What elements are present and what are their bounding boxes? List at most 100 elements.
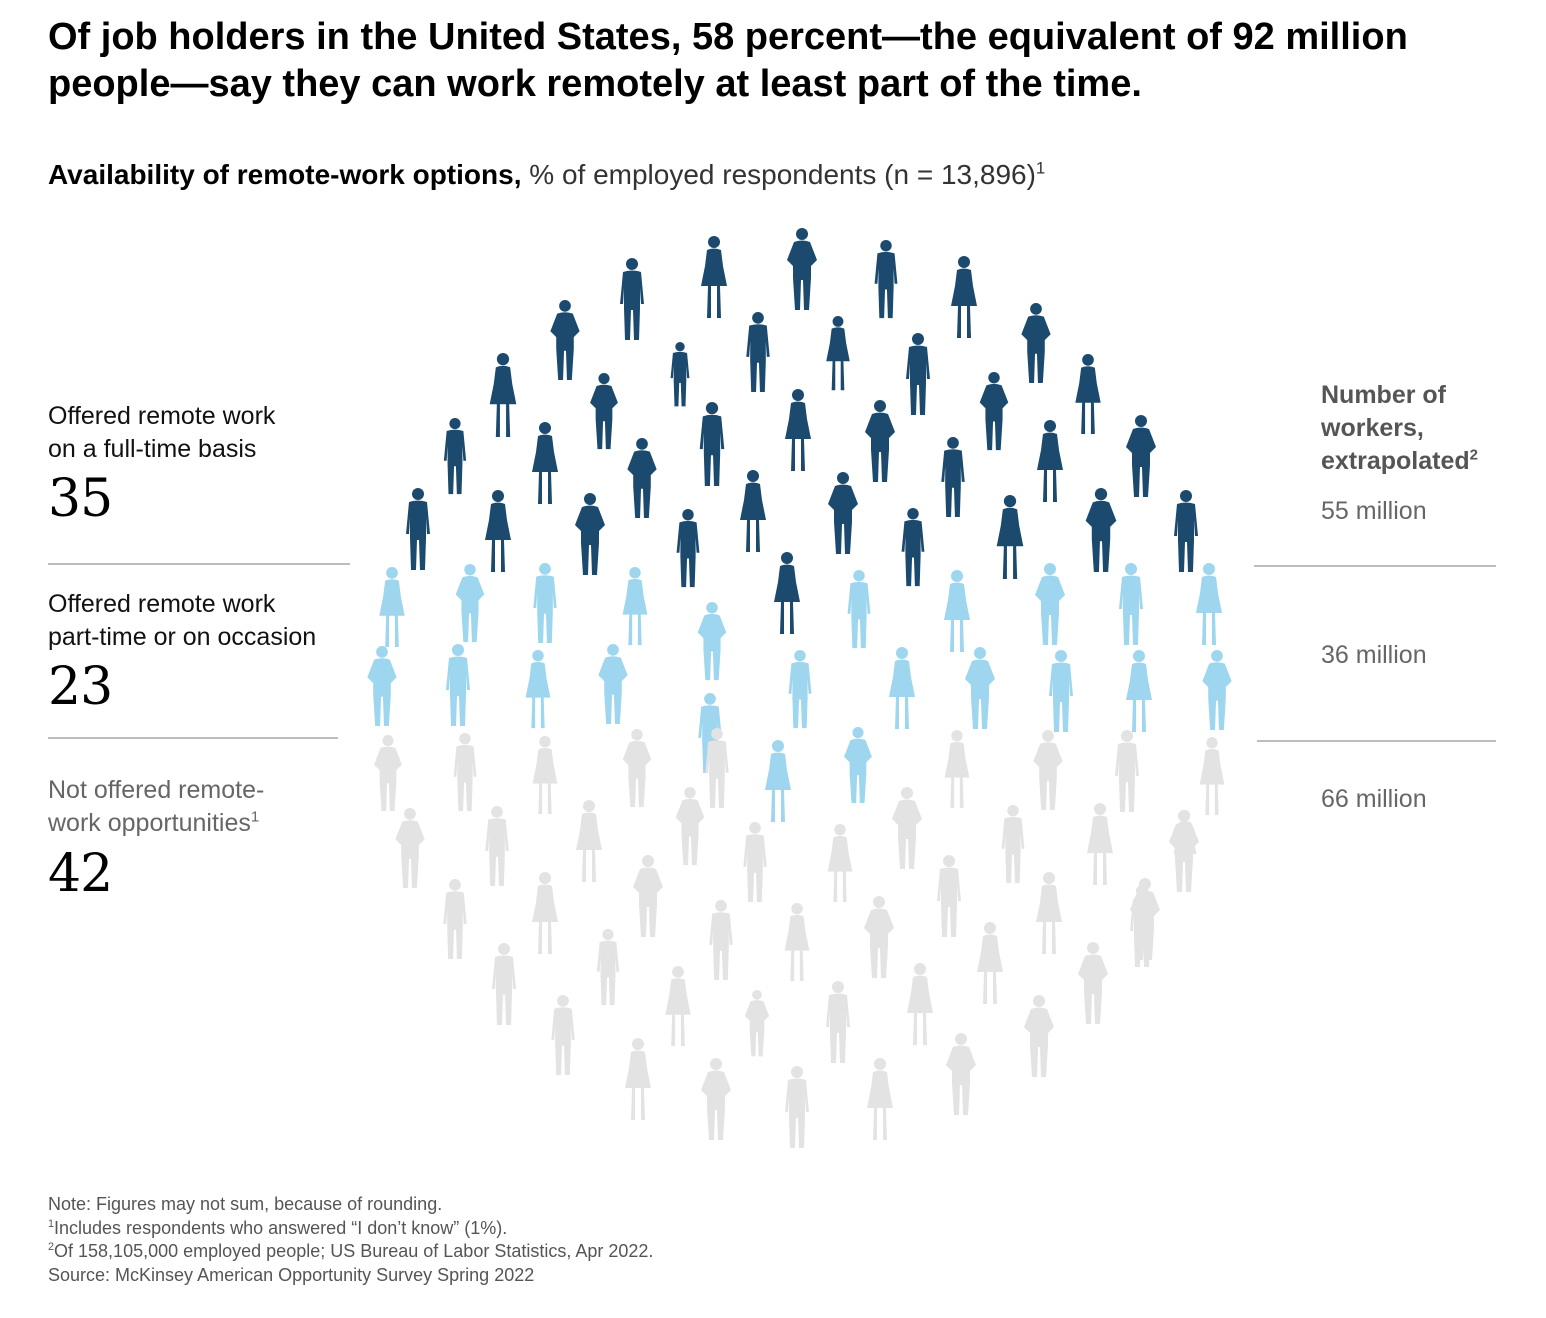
subtitle-footnote-mark: 1 — [1035, 158, 1046, 178]
person-icon-not-offered — [864, 896, 894, 978]
person-icon-not-offered — [576, 800, 602, 882]
divider-left-2 — [48, 737, 338, 739]
person-icon-not-offered — [1033, 730, 1063, 811]
footnote-1-mark: 1 — [48, 1217, 55, 1230]
category-value-full-time: 35 — [48, 469, 113, 529]
footnotes: Note: Figures may not sum, because of ro… — [48, 1193, 653, 1287]
category-label-line: on a full-time basis — [48, 435, 257, 463]
person-icon-part-time — [533, 563, 557, 644]
person-icon-full-time — [740, 470, 766, 552]
subtitle-rest: % of employed respondents (n = 13,896) — [521, 159, 1036, 190]
person-icon-part-time — [844, 727, 872, 804]
workers-header-footnote-mark: 2 — [1469, 446, 1479, 464]
person-icon-full-time — [575, 493, 605, 575]
person-icon-part-time — [965, 647, 995, 729]
person-icon-part-time — [889, 647, 915, 729]
category-footnote-mark: 1 — [250, 808, 260, 826]
person-icon-not-offered — [907, 963, 933, 1045]
person-icon-not-offered — [1115, 730, 1139, 812]
person-icon-full-time — [774, 552, 800, 634]
category-label-line: Offered remote work — [48, 402, 276, 430]
person-icon-not-offered — [625, 1038, 651, 1120]
person-icon-not-offered — [785, 1066, 809, 1148]
person-icon-not-offered — [532, 872, 558, 954]
divider-right-2 — [1257, 740, 1496, 742]
person-icon-full-time — [941, 437, 965, 518]
person-icon-full-time — [874, 240, 898, 319]
person-icon-full-time — [906, 333, 930, 415]
person-icon-not-offered — [826, 981, 850, 1063]
person-icon-full-time — [865, 400, 895, 482]
person-icon-not-offered — [596, 929, 620, 1006]
divider-right-1 — [1254, 565, 1496, 567]
person-icon-not-offered — [395, 808, 425, 889]
person-icon-not-offered — [485, 806, 509, 887]
person-icon-full-time — [1075, 354, 1101, 435]
subtitle-bold: Availability of remote-work options, — [48, 159, 522, 190]
person-icon-not-offered — [622, 729, 652, 808]
person-icon-part-time — [765, 740, 791, 822]
person-icon-part-time — [379, 567, 405, 648]
person-icon-not-offered — [492, 943, 516, 1025]
workers-part-time: 36 million — [1321, 641, 1427, 669]
person-icon-part-time — [944, 570, 970, 652]
person-icon-part-time — [367, 646, 397, 727]
person-icon-full-time — [951, 256, 977, 338]
footnote-2-text: Of 158,105,000 employed people; US Burea… — [54, 1241, 654, 1261]
category-label-line: part-time or on occasion — [48, 623, 317, 651]
person-icon-full-time — [826, 316, 850, 391]
person-icon-not-offered — [701, 1058, 731, 1140]
person-icon-part-time — [622, 567, 648, 646]
person-icon-full-time — [901, 508, 925, 587]
person-icon-full-time — [1126, 415, 1156, 497]
person-icon-not-offered — [827, 824, 853, 903]
person-icon-full-time — [489, 353, 517, 437]
person-icon-not-offered — [1024, 995, 1054, 1077]
person-icon-full-time — [746, 312, 770, 393]
person-icon-not-offered — [1078, 942, 1108, 1024]
person-icon-not-offered — [743, 822, 767, 903]
workers-header-line: Number of — [1321, 381, 1446, 409]
person-icon-not-offered — [944, 730, 970, 809]
person-icon-not-offered — [443, 879, 467, 960]
workers-header-line: extrapolated — [1321, 447, 1470, 475]
footnote-2-mark: 2 — [48, 1241, 55, 1253]
workers-full-time: 55 million — [1321, 497, 1427, 525]
person-icon-full-time — [532, 422, 558, 504]
person-icon-part-time — [788, 650, 812, 729]
person-icon-full-time — [1174, 490, 1198, 572]
category-label-not-offered: Not offered remote-work opportunities1 — [48, 774, 264, 840]
person-icon-not-offered — [709, 900, 733, 981]
person-icon-part-time — [1196, 563, 1222, 645]
person-icon-part-time — [1202, 650, 1232, 731]
person-icon-not-offered — [633, 855, 663, 937]
person-icon-full-time — [443, 418, 467, 495]
category-value-part-time: 23 — [48, 657, 113, 717]
person-icon-not-offered — [937, 855, 961, 937]
person-icon-full-time — [620, 258, 644, 340]
workers-not-offered: 66 million — [1321, 785, 1427, 813]
category-label-line: Not offered remote- — [48, 776, 265, 804]
person-icon-full-time — [627, 438, 657, 519]
person-icon-full-time — [550, 300, 580, 381]
person-icon-not-offered — [1087, 803, 1113, 885]
person-icon-full-time — [485, 490, 511, 572]
person-icon-full-time — [1021, 303, 1051, 384]
note-text: Note: Figures may not sum, because of ro… — [48, 1194, 443, 1214]
person-icon-not-offered — [675, 787, 705, 866]
person-icon-full-time — [787, 228, 817, 310]
person-icon-not-offered — [1130, 885, 1154, 967]
person-icon-full-time — [828, 472, 858, 554]
workers-header-line: workers, — [1321, 414, 1424, 442]
person-icon-full-time — [785, 389, 811, 471]
person-icon-not-offered — [1199, 737, 1225, 816]
person-icon-full-time — [996, 495, 1024, 579]
person-icon-not-offered — [374, 735, 402, 812]
category-value-not-offered: 42 — [48, 844, 113, 904]
person-icon-full-time — [590, 373, 618, 450]
divider-left-1 — [48, 563, 350, 565]
person-icon-not-offered — [532, 736, 558, 815]
person-icon-part-time — [1119, 563, 1143, 645]
person-icon-full-time — [676, 509, 700, 588]
